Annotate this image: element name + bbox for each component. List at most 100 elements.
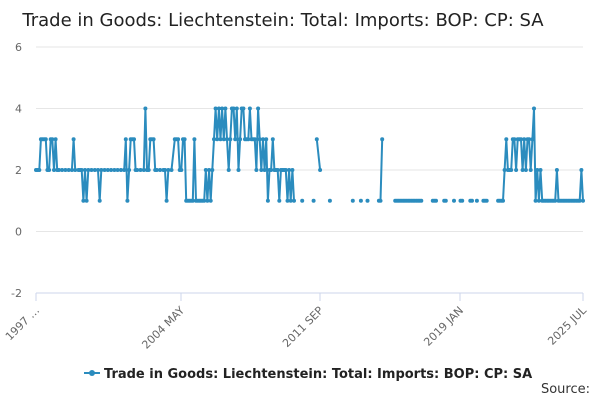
data-point[interactable] — [378, 198, 383, 203]
data-point[interactable] — [118, 168, 123, 172]
data-point[interactable] — [247, 106, 252, 111]
data-point[interactable] — [166, 168, 171, 172]
data-point[interactable] — [380, 137, 385, 142]
data-point[interactable] — [202, 198, 207, 203]
legend[interactable]: Trade in Goods: Liechtenstein: Total: Im… — [84, 367, 532, 382]
data-point[interactable] — [234, 106, 239, 111]
data-point[interactable] — [554, 168, 559, 172]
data-point[interactable] — [220, 106, 225, 111]
data-point[interactable] — [169, 168, 174, 172]
data-point[interactable] — [218, 137, 223, 142]
data-point[interactable] — [89, 168, 94, 172]
data-point[interactable] — [419, 198, 424, 203]
data-point[interactable] — [443, 198, 448, 203]
data-point[interactable] — [210, 168, 215, 172]
data-point[interactable] — [125, 198, 130, 203]
data-point[interactable] — [60, 168, 65, 172]
data-point[interactable] — [158, 168, 163, 172]
data-point[interactable] — [79, 168, 84, 172]
data-point[interactable] — [535, 168, 540, 172]
data-point[interactable] — [259, 168, 264, 172]
data-point[interactable] — [269, 168, 274, 172]
data-point[interactable] — [208, 198, 213, 203]
data-point[interactable] — [256, 106, 261, 111]
data-point[interactable] — [252, 137, 257, 142]
data-point[interactable] — [484, 198, 489, 203]
data-point[interactable] — [519, 137, 523, 142]
data-point[interactable] — [223, 106, 228, 111]
data-point[interactable] — [270, 137, 275, 142]
data-point[interactable] — [96, 168, 100, 172]
data-point[interactable] — [225, 137, 229, 142]
data-point[interactable] — [514, 168, 519, 172]
data-point[interactable] — [176, 137, 181, 142]
data-point[interactable] — [300, 198, 305, 203]
data-point[interactable] — [577, 198, 582, 203]
data-point[interactable] — [275, 168, 280, 172]
data-point[interactable] — [66, 168, 71, 172]
data-point[interactable] — [314, 137, 319, 142]
data-point[interactable] — [520, 168, 525, 172]
data-point[interactable] — [143, 106, 148, 111]
data-point[interactable] — [132, 137, 136, 142]
data-point[interactable] — [151, 137, 156, 142]
data-point[interactable] — [257, 137, 262, 142]
data-point[interactable] — [581, 198, 585, 203]
data-point[interactable] — [290, 168, 295, 172]
data-point[interactable] — [501, 198, 505, 203]
data-point[interactable] — [318, 168, 323, 172]
data-point[interactable] — [460, 198, 465, 203]
data-point[interactable] — [502, 168, 507, 172]
data-point[interactable] — [50, 137, 55, 142]
data-point[interactable] — [221, 137, 226, 142]
data-point[interactable] — [285, 198, 290, 203]
data-point[interactable] — [504, 137, 509, 142]
data-point[interactable] — [350, 198, 355, 203]
data-point[interactable] — [123, 137, 128, 142]
data-point[interactable] — [52, 168, 56, 172]
data-point[interactable] — [163, 168, 167, 172]
data-point[interactable] — [434, 198, 438, 203]
data-point[interactable] — [226, 168, 231, 172]
data-point[interactable] — [254, 168, 259, 172]
data-point[interactable] — [73, 168, 78, 172]
data-point[interactable] — [452, 198, 456, 203]
data-point[interactable] — [154, 168, 159, 172]
data-point[interactable] — [190, 198, 195, 203]
data-point[interactable] — [579, 168, 584, 172]
data-point[interactable] — [474, 198, 479, 203]
data-point[interactable] — [69, 168, 74, 172]
data-point[interactable] — [81, 198, 86, 203]
data-point[interactable] — [532, 106, 536, 111]
data-point[interactable] — [288, 198, 293, 203]
data-point[interactable] — [238, 137, 243, 142]
data-point[interactable] — [264, 137, 269, 142]
data-point[interactable] — [536, 198, 541, 203]
data-point[interactable] — [192, 137, 197, 142]
data-point[interactable] — [207, 168, 212, 172]
data-point[interactable] — [138, 168, 143, 172]
data-point[interactable] — [533, 198, 538, 203]
data-point[interactable] — [205, 198, 210, 203]
data-point[interactable] — [115, 168, 120, 172]
data-point[interactable] — [261, 137, 265, 142]
data-point[interactable] — [53, 137, 58, 142]
data-point[interactable] — [283, 168, 288, 172]
data-point[interactable] — [102, 168, 107, 172]
data-point[interactable] — [523, 168, 528, 172]
data-point[interactable] — [522, 137, 527, 142]
data-point[interactable] — [553, 198, 558, 203]
data-point[interactable] — [84, 198, 89, 203]
data-point[interactable] — [287, 168, 292, 172]
data-point[interactable] — [71, 137, 76, 142]
data-point[interactable] — [246, 137, 251, 142]
data-point[interactable] — [141, 168, 146, 172]
data-point[interactable] — [231, 106, 236, 111]
data-point[interactable] — [213, 106, 218, 111]
data-point[interactable] — [83, 168, 87, 172]
data-point[interactable] — [135, 168, 140, 172]
data-point[interactable] — [265, 198, 270, 203]
data-point[interactable] — [109, 168, 114, 172]
data-point[interactable] — [164, 198, 169, 203]
data-point[interactable] — [358, 198, 363, 203]
